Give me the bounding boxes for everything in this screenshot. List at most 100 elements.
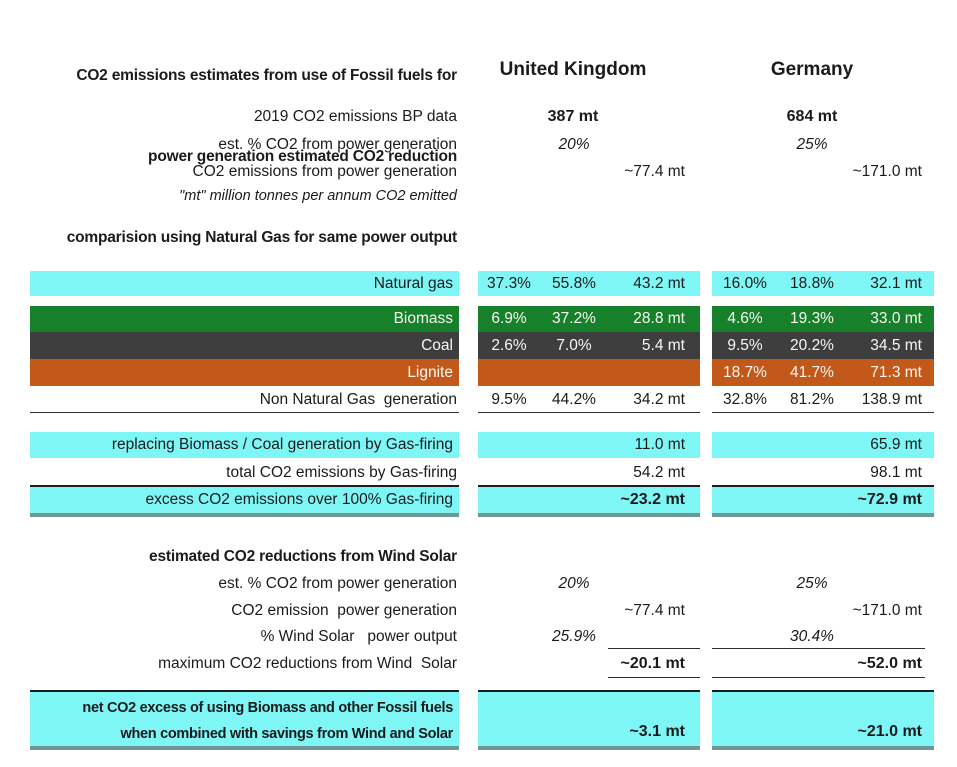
title-line-3: comparision using Natural Gas for same p… bbox=[66, 229, 457, 246]
value-pct-germany: 25% bbox=[796, 136, 828, 153]
row-natural-gas: Natural gas 37.3% 55.8% 43.2 mt 16.0% 18… bbox=[0, 271, 957, 296]
uk-non-ng-power: 9.5% bbox=[491, 391, 527, 408]
label-total-gas-firing: total CO2 emissions by Gas-firing bbox=[226, 464, 457, 481]
fuel-label-coal: Coal bbox=[30, 332, 459, 359]
de-lignite-co2: 71.3 mt bbox=[870, 364, 922, 381]
de-natural-gas-co2: 32.1 mt bbox=[870, 275, 922, 292]
underline-non-ng-uk bbox=[478, 412, 700, 413]
column-header-row: power output % CO2 emitted CO2 emitted p… bbox=[0, 221, 957, 372]
uk-ws-max-value: ~20.1 mt bbox=[620, 655, 685, 672]
de-lignite-band bbox=[712, 359, 934, 386]
de-coal-co2: 34.5 mt bbox=[870, 337, 922, 354]
uk-coal-pct: 7.0% bbox=[556, 337, 592, 354]
de-biomass-power: 4.6% bbox=[727, 310, 763, 327]
uk-coal-co2: 5.4 mt bbox=[641, 337, 685, 354]
de-net-band bbox=[712, 690, 934, 750]
de-ws-emission: ~171.0 mt bbox=[852, 602, 922, 619]
de-excess-value: ~72.9 mt bbox=[857, 491, 922, 508]
underline-non-ng-de bbox=[712, 412, 934, 413]
country-header-row: United Kingdom Germany bbox=[0, 58, 957, 82]
de-non-ng-pct: 81.2% bbox=[790, 391, 834, 408]
underline-ws-uk-top bbox=[608, 648, 700, 649]
row-emissions-power-gen: CO2 emissions from power generation ~77.… bbox=[0, 161, 957, 182]
de-coal-band bbox=[712, 332, 934, 359]
underline-ws-uk-bottom bbox=[608, 677, 700, 678]
row-excess-gas-firing: excess CO2 emissions over 100% Gas-firin… bbox=[0, 485, 957, 517]
row-total-gas-firing: total CO2 emissions by Gas-firing 54.2 m… bbox=[0, 461, 957, 485]
de-ws-max-value: ~52.0 mt bbox=[857, 655, 922, 672]
uk-coal-power: 2.6% bbox=[491, 337, 527, 354]
underline-non-ng-labels bbox=[30, 412, 459, 413]
fuel-label-lignite: Lignite bbox=[30, 359, 459, 386]
de-non-ng-power: 32.8% bbox=[723, 391, 767, 408]
uk-natural-gas-pct: 55.8% bbox=[552, 275, 596, 292]
label-ws-power-output: % Wind Solar power output bbox=[260, 628, 457, 645]
label-bp-emissions: 2019 CO2 emissions BP data bbox=[253, 108, 457, 125]
de-natural-gas-pct: 18.8% bbox=[790, 275, 834, 292]
de-biomass-band bbox=[712, 306, 934, 332]
de-coal-power: 9.5% bbox=[727, 337, 763, 354]
fuel-label-non-natural-gas: Non Natural Gas generation bbox=[259, 391, 457, 408]
de-biomass-co2: 33.0 mt bbox=[870, 310, 922, 327]
uk-non-ng-pct: 44.2% bbox=[552, 391, 596, 408]
wind-solar-heading: estimated CO2 reductions from Wind Solar bbox=[149, 548, 457, 565]
title-line-2: power generation estimated CO2 reduction bbox=[148, 148, 457, 165]
fuel-label-biomass: Biomass bbox=[30, 306, 459, 332]
de-excess-band bbox=[712, 485, 934, 517]
de-coal-pct: 20.2% bbox=[790, 337, 834, 354]
value-bp-germany: 684 mt bbox=[786, 108, 838, 125]
col-header-de-pct-co2: % CO2 emitted bbox=[778, 221, 846, 372]
de-biomass-pct: 19.3% bbox=[790, 310, 834, 327]
uk-excess-band bbox=[478, 485, 700, 517]
col-header-uk-pct-co2: % CO2 emitted bbox=[540, 221, 608, 372]
row-coal: Coal 2.6% 7.0% 5.4 mt 9.5% 20.2% 34.5 mt bbox=[0, 332, 957, 359]
country-header-germany: Germany bbox=[770, 59, 854, 80]
uk-biomass-band bbox=[478, 306, 700, 332]
uk-replacing-value: 11.0 mt bbox=[634, 436, 685, 453]
row-replacing-gas-firing: replacing Biomass / Coal generation by G… bbox=[0, 432, 957, 458]
row-pct-power-gen: est. % CO2 from power generation 20% 25% bbox=[0, 134, 957, 155]
row-bp-emissions: 2019 CO2 emissions BP data 387 mt 684 mt bbox=[0, 106, 957, 128]
fuel-label-natural-gas: Natural gas bbox=[30, 271, 459, 296]
col-header-uk-power-output: power output bbox=[478, 221, 540, 372]
de-ws-pct: 25% bbox=[796, 575, 828, 592]
row-biomass: Biomass 6.9% 37.2% 28.8 mt 4.6% 19.3% 33… bbox=[0, 306, 957, 332]
value-bp-uk: 387 mt bbox=[547, 108, 599, 125]
sheet-title: CO2 emissions estimates from use of Foss… bbox=[0, 8, 457, 246]
uk-coal-band bbox=[478, 332, 700, 359]
label-emissions-power-gen: CO2 emissions from power generation bbox=[192, 163, 457, 180]
uk-lignite-band bbox=[478, 359, 700, 386]
value-emissions-germany: ~171.0 mt bbox=[852, 163, 922, 180]
value-pct-uk: 20% bbox=[558, 136, 590, 153]
uk-total-value: 54.2 mt bbox=[633, 464, 685, 481]
underline-ws-de-bottom bbox=[712, 677, 925, 678]
row-wind-solar-heading: estimated CO2 reductions from Wind Solar bbox=[0, 546, 957, 568]
uk-ws-emission: ~77.4 mt bbox=[624, 602, 685, 619]
row-net-excess: net CO2 excess of using Biomass and othe… bbox=[0, 690, 957, 750]
de-replacing-value: 65.9 mt bbox=[870, 436, 922, 453]
net-label-block: net CO2 excess of using Biomass and othe… bbox=[30, 690, 459, 750]
col-header-de-co2: CO2 emitted bbox=[838, 221, 934, 372]
underline-ws-de-top bbox=[712, 648, 925, 649]
row-ws-pct-power-gen: est. % CO2 from power generation 20% 25% bbox=[0, 573, 957, 594]
uk-biomass-pct: 37.2% bbox=[552, 310, 596, 327]
value-emissions-uk: ~77.4 mt bbox=[624, 163, 685, 180]
de-ws-output-pct: 30.4% bbox=[790, 628, 834, 645]
uk-excess-value: ~23.2 mt bbox=[620, 491, 685, 508]
label-ws-emission-power-gen: CO2 emission power generation bbox=[231, 602, 457, 619]
row-non-natural-gas: Non Natural Gas generation 9.5% 44.2% 34… bbox=[0, 388, 957, 412]
uk-biomass-power: 6.9% bbox=[491, 310, 527, 327]
row-ws-emission-power-gen: CO2 emission power generation ~77.4 mt ~… bbox=[0, 600, 957, 621]
label-replacing-gas-firing: replacing Biomass / Coal generation by G… bbox=[30, 432, 459, 458]
row-ws-max-reductions: maximum CO2 reductions from Wind Solar ~… bbox=[0, 653, 957, 674]
net-label-line-1: net CO2 excess of using Biomass and othe… bbox=[82, 700, 453, 716]
col-header-de-power-output: power output bbox=[712, 221, 778, 372]
uk-natural-gas-co2: 43.2 mt bbox=[633, 275, 685, 292]
uk-biomass-co2: 28.8 mt bbox=[633, 310, 685, 327]
uk-non-ng-co2: 34.2 mt bbox=[633, 391, 685, 408]
uk-natural-gas-band bbox=[478, 271, 700, 296]
col-header-uk-co2: CO2 emitted bbox=[600, 221, 700, 372]
row-mt-note: "mt" million tonnes per annum CO2 emitte… bbox=[0, 186, 957, 206]
row-lignite: Lignite 18.7% 41.7% 71.3 mt bbox=[0, 359, 957, 386]
